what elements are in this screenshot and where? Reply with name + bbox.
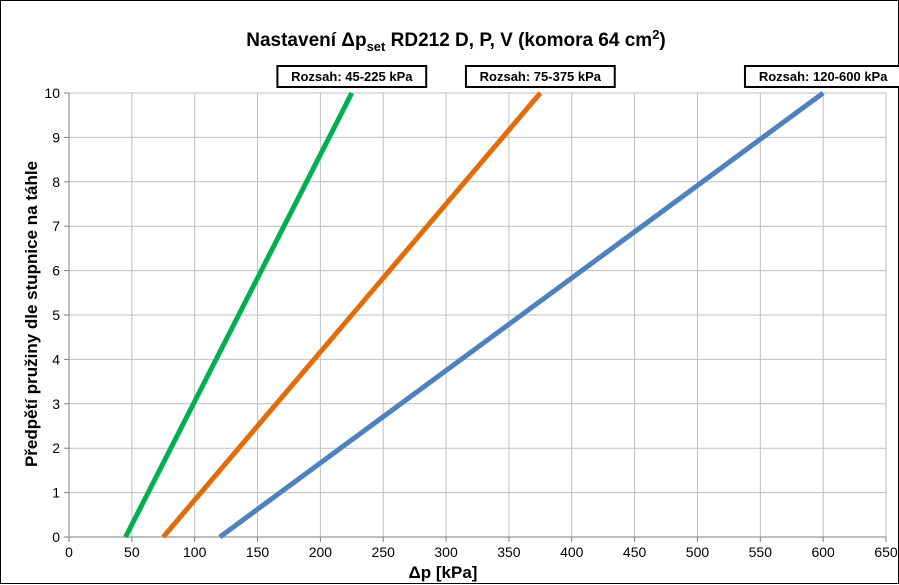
y-tick-label: 7 <box>52 218 60 234</box>
y-tick-label: 1 <box>52 485 60 501</box>
y-axis-title: Předpětí pružiny dle stupnice na táhle <box>22 161 41 467</box>
axes: 0 50 100 150 200 250 300 350 400 450 500 550 600 650 0… <box>44 85 897 560</box>
y-tick-label: 8 <box>52 174 60 190</box>
x-tick-label: 100 <box>183 544 207 560</box>
x-tick-label: 450 <box>623 544 647 560</box>
x-tick-label: 350 <box>497 544 521 560</box>
series-line <box>123 91 355 539</box>
range-label: Rozsah: 120-600 kPa <box>743 65 899 88</box>
x-tick-label: 550 <box>749 544 773 560</box>
range-labels: Rozsah: 45-225 kPa Rozsah: 75-375 kPa Rozs… <box>276 65 899 88</box>
range-label-text: Rozsah: 120-600 kPa <box>759 69 888 84</box>
series-line <box>161 91 543 539</box>
x-axis-title: Δp [kPa] <box>409 563 478 582</box>
x-tick-label: 650 <box>874 544 898 560</box>
x-tick-label: 400 <box>560 544 584 560</box>
y-tick-label: 4 <box>52 351 60 367</box>
range-label-text: Rozsah: 75-375 kPa <box>480 69 602 84</box>
range-label: Rozsah: 45-225 kPa <box>276 65 428 88</box>
x-tick-label: 500 <box>686 544 710 560</box>
y-tick-label: 9 <box>52 129 60 145</box>
range-label-box <box>464 65 616 88</box>
y-tick-label: 2 <box>52 440 60 456</box>
range-label-text: Rozsah: 45-225 kPa <box>291 69 413 84</box>
x-tick-label: 600 <box>811 544 835 560</box>
x-tick-label: 150 <box>246 544 270 560</box>
grid <box>68 92 887 538</box>
range-label-box <box>276 65 428 88</box>
x-tick-label: 250 <box>372 544 396 560</box>
range-label-box <box>743 65 899 88</box>
y-tick-label: 0 <box>52 529 60 545</box>
x-tick-label: 300 <box>434 544 458 560</box>
y-tick-label: 5 <box>52 307 60 323</box>
series-layer <box>123 90 825 540</box>
y-tick-label: 6 <box>52 263 60 279</box>
y-tick-label: 3 <box>52 396 60 412</box>
x-tick-label: 0 <box>65 544 73 560</box>
chart-title: Nastavení Δpset RD212 D, P, V (komora 64… <box>246 27 666 54</box>
series-line <box>218 90 825 540</box>
x-tick-label: 200 <box>309 544 333 560</box>
y-tick-label: 10 <box>44 85 60 101</box>
range-label: Rozsah: 75-375 kPa <box>464 65 616 88</box>
x-tick-label: 50 <box>124 544 140 560</box>
